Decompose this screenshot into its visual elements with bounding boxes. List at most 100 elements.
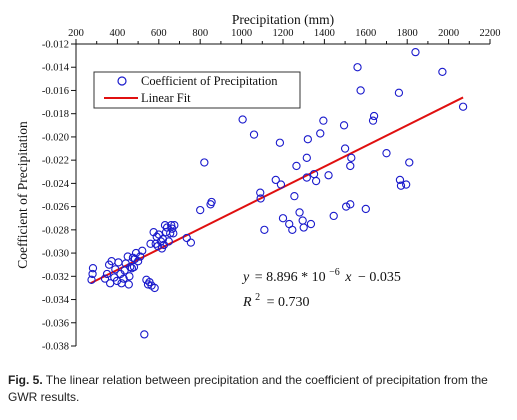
y-tick-label: -0.018 — [42, 109, 69, 120]
data-point — [395, 175, 405, 185]
data-point — [356, 86, 365, 95]
data-point — [339, 121, 349, 130]
y-tick-label: -0.012 — [42, 40, 69, 51]
x-tick-label: 1600 — [355, 28, 376, 39]
data-point — [111, 265, 120, 274]
y-tick-label: -0.036 — [42, 318, 69, 329]
data-point — [140, 330, 149, 339]
data-point — [196, 205, 205, 215]
data-point — [278, 214, 288, 223]
y-tick-label: -0.038 — [42, 342, 69, 353]
x-tick-label: 200 — [68, 28, 84, 39]
data-point — [146, 239, 155, 248]
x-tick-label: 400 — [110, 28, 126, 39]
x-tick-label: 1800 — [397, 28, 418, 39]
linear-fit-line — [90, 96, 464, 285]
data-point — [143, 280, 153, 289]
data-point — [249, 130, 259, 139]
data-point — [306, 219, 316, 229]
legend: Coefficient of Precipitation Linear Fit — [93, 71, 301, 109]
x-tick-label: 2200 — [480, 28, 501, 39]
data-point — [329, 211, 338, 221]
legend-frame — [93, 71, 301, 109]
data-point — [125, 272, 134, 281]
data-point — [133, 257, 143, 266]
y-tick-label: -0.026 — [42, 202, 69, 213]
data-point — [302, 173, 311, 182]
data-point — [127, 264, 137, 273]
y-tick-label: -0.022 — [42, 156, 69, 167]
data-point — [260, 225, 269, 234]
legend-entry-points: Coefficient of Precipitation — [141, 74, 278, 88]
data-point — [138, 246, 147, 255]
data-point — [292, 161, 301, 171]
data-point — [136, 252, 145, 261]
data-point — [299, 223, 308, 232]
data-point — [353, 63, 362, 72]
data-point — [396, 181, 406, 190]
data-point — [88, 264, 98, 273]
data-point — [324, 171, 333, 180]
figure-caption: Fig. 5. The linear relation between prec… — [8, 372, 512, 406]
y-axis-ticks: -0.012 -0.014 -0.016 -0.018 -0.020 -0.022 -0.0… — [42, 40, 76, 353]
data-point — [347, 153, 356, 162]
data-point — [100, 274, 110, 283]
data-point — [340, 144, 350, 153]
data-point — [114, 258, 123, 267]
y-tick-label: -0.032 — [42, 272, 69, 283]
data-point — [295, 208, 304, 217]
data-point — [123, 252, 132, 261]
data-point — [119, 274, 128, 283]
data-point — [402, 180, 411, 189]
data-point — [238, 115, 247, 124]
data-point — [150, 283, 159, 293]
data-point — [164, 237, 173, 246]
data-point — [129, 262, 139, 272]
x-tick-label: 600 — [151, 28, 167, 39]
x-tick-label: 800 — [192, 28, 208, 39]
data-point — [368, 116, 378, 125]
precipitation-coefficient-chart: 200 400 600 800 1000 1200 1400 1600 1800 2000 2200… — [15, 12, 501, 353]
data-point — [394, 88, 404, 97]
data-point — [256, 188, 265, 197]
data-point — [88, 269, 97, 279]
figure-label: Fig. 5. — [8, 373, 43, 387]
data-point — [166, 229, 175, 238]
fit-equation: y = 8.896 * 10 −6 x − 0.035 — [241, 264, 401, 285]
data-point — [124, 280, 133, 289]
data-point — [275, 138, 285, 147]
data-points — [87, 47, 468, 339]
y-tick-label: -0.016 — [42, 86, 69, 97]
data-point — [405, 158, 414, 167]
data-point — [361, 204, 370, 214]
data-point — [271, 175, 280, 185]
x-tick-label: 2000 — [438, 28, 459, 39]
y-tick-label: -0.030 — [42, 249, 69, 260]
y-tick-label: -0.034 — [42, 295, 70, 306]
data-point — [303, 135, 312, 144]
data-point — [256, 194, 265, 203]
data-point — [316, 129, 325, 138]
y-tick-label: -0.020 — [42, 132, 69, 143]
data-point — [458, 102, 468, 111]
data-point — [319, 116, 328, 125]
figure-caption-text: The linear relation between precipitatio… — [8, 373, 488, 404]
data-point — [290, 192, 299, 201]
data-point — [158, 234, 168, 244]
x-tick-label: 1000 — [231, 28, 252, 39]
data-point — [341, 202, 351, 211]
data-point — [186, 238, 196, 247]
data-point — [438, 67, 447, 77]
data-point — [167, 221, 176, 230]
r-squared: R 2 = 0.730 — [242, 289, 309, 310]
y-tick-label: -0.014 — [42, 63, 70, 74]
data-point — [302, 153, 311, 162]
data-point — [182, 233, 191, 243]
data-point — [207, 197, 216, 207]
x-axis-ticks: 200 400 600 800 1000 1200 1400 1600 1800 2000 2200 — [68, 28, 501, 44]
data-point — [298, 216, 307, 225]
data-point — [288, 225, 297, 234]
y-axis-title: Coefficient of Precipitation — [15, 121, 30, 269]
y-tick-label: -0.028 — [42, 225, 69, 236]
data-point — [102, 269, 112, 279]
